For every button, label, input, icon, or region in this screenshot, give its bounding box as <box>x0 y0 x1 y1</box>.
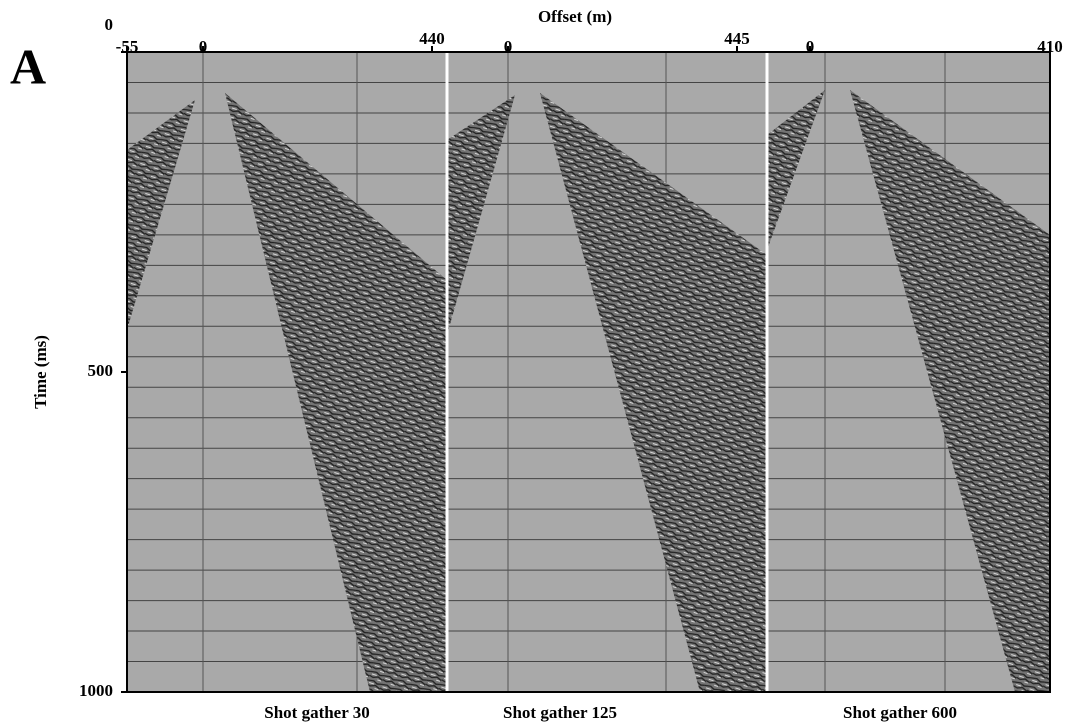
seismic-data <box>767 90 825 250</box>
x-tick-label: 440 <box>419 29 445 48</box>
y-tick-label: 1000 <box>79 681 113 700</box>
seismic-data <box>850 90 1050 692</box>
x-tick-label: 445 <box>724 29 750 48</box>
seismic-data <box>127 100 195 330</box>
y-tick-label: 500 <box>88 361 114 380</box>
panel-caption: Shot gather 125 <box>503 703 617 722</box>
seismic-data <box>225 93 447 692</box>
panel-caption: Shot gather 600 <box>843 703 957 722</box>
panel-caption: Shot gather 30 <box>264 703 369 722</box>
seismic-data <box>540 93 767 692</box>
seismic-data <box>447 95 515 335</box>
x-axis-title: Offset (m) <box>538 7 612 26</box>
y-axis-title: Time (ms) <box>31 335 50 409</box>
y-tick-label: 0 <box>105 15 114 34</box>
panel-label: A <box>10 38 46 94</box>
